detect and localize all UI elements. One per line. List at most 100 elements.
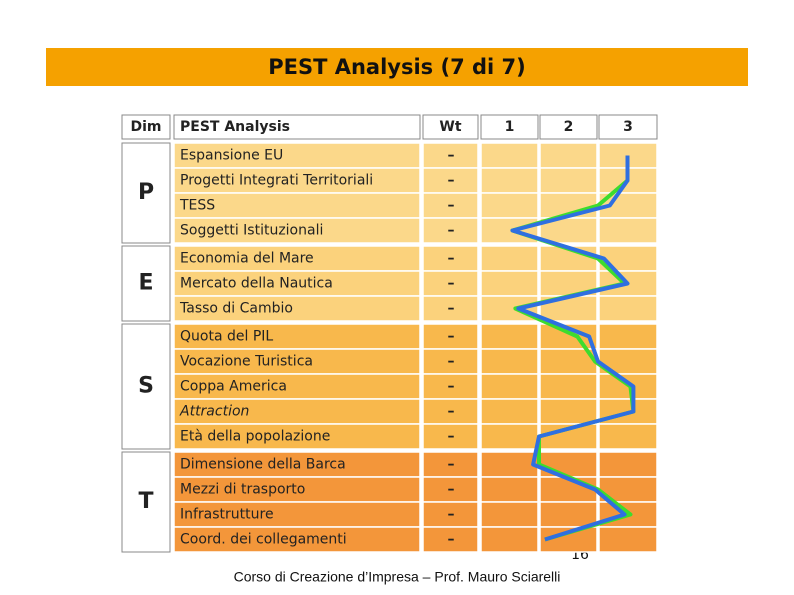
table-cell <box>422 270 479 297</box>
weight: – <box>448 223 455 239</box>
table-cell <box>480 270 539 297</box>
factor: TESS <box>179 198 215 214</box>
table-cell <box>539 373 598 400</box>
table-cell <box>173 217 421 244</box>
table-cell <box>480 398 539 425</box>
table-cell <box>173 245 421 272</box>
title-bar <box>46 48 748 86</box>
table-cell <box>598 526 658 553</box>
table-cell <box>173 451 421 478</box>
table-cell <box>480 501 539 528</box>
factor: Coppa America <box>180 379 287 395</box>
table-cell <box>539 451 598 478</box>
weight: – <box>448 173 455 189</box>
table-cell <box>598 323 658 350</box>
footer: Corso di Creazione d’Impresa – Prof. Mau… <box>234 569 561 585</box>
table-cell <box>422 423 479 450</box>
factor: Coord. dei collegamenti <box>180 532 347 548</box>
header-cell <box>173 114 421 140</box>
header-label: 2 <box>564 119 574 135</box>
weight: – <box>448 198 455 214</box>
table-cell <box>422 451 479 478</box>
table-cell <box>598 295 658 322</box>
table-cell <box>480 348 539 375</box>
table-cell <box>422 295 479 322</box>
header-label: Dim <box>130 119 161 135</box>
weight: – <box>448 329 455 345</box>
table-cell <box>539 423 598 450</box>
dim-label: P <box>138 180 154 205</box>
factor: Dimensione della Barca <box>180 457 346 473</box>
factor: Mezzi di trasporto <box>180 482 305 498</box>
table-cell <box>480 217 539 244</box>
header-label: PEST Analysis <box>180 119 290 135</box>
factor: Progetti Integrati Territoriali <box>180 173 373 189</box>
weight: – <box>448 354 455 370</box>
table-cell <box>480 323 539 350</box>
table-cell <box>598 217 658 244</box>
factor: Mercato della Nautica <box>180 276 333 292</box>
weight: – <box>448 532 455 548</box>
table-cell <box>480 142 539 169</box>
weight: – <box>448 276 455 292</box>
factor: Tasso di Cambio <box>179 301 293 317</box>
weight: – <box>448 404 455 420</box>
factor: Vocazione Turistica <box>180 354 313 370</box>
table-cell <box>173 295 421 322</box>
factor: Età della popolazione <box>180 429 330 445</box>
table-cell <box>480 245 539 272</box>
dim-label: T <box>138 489 153 514</box>
table-cell <box>539 142 598 169</box>
table-cell <box>422 167 479 194</box>
score-line <box>510 155 636 542</box>
weight: – <box>448 429 455 445</box>
header-label: 1 <box>505 119 515 135</box>
table-cell <box>173 501 421 528</box>
table-cell <box>480 451 539 478</box>
table-cell <box>598 423 658 450</box>
table-cell <box>422 217 479 244</box>
weight: – <box>448 379 455 395</box>
table-cell <box>480 476 539 503</box>
header-cell <box>480 114 539 140</box>
table-cell <box>480 192 539 219</box>
factor: Economia del Mare <box>180 251 314 267</box>
table-cell <box>422 142 479 169</box>
table-cell <box>539 167 598 194</box>
weight: – <box>448 482 455 498</box>
factor: Infrastrutture <box>180 507 274 523</box>
factor: Quota del PIL <box>180 329 273 345</box>
table-cell <box>422 526 479 553</box>
table-cell <box>539 501 598 528</box>
weight: – <box>448 457 455 473</box>
dim-cell <box>121 245 171 322</box>
table-cell <box>480 167 539 194</box>
table-cell <box>173 192 421 219</box>
header-label: 3 <box>623 119 633 135</box>
factor: Soggetti Istituzionali <box>180 223 323 239</box>
table-cell <box>480 295 539 322</box>
table-cell <box>173 348 421 375</box>
slide-title: PEST Analysis (7 di 7) <box>268 55 526 79</box>
table-cell <box>173 323 421 350</box>
table-cell <box>173 526 421 553</box>
table-cell <box>422 323 479 350</box>
weight: – <box>448 251 455 267</box>
header-cell <box>121 114 171 140</box>
table-cell <box>480 423 539 450</box>
table-cell <box>173 423 421 450</box>
weight: – <box>448 301 455 317</box>
header-cell <box>422 114 479 140</box>
header-label: Wt <box>439 119 461 135</box>
weight: – <box>448 148 455 164</box>
dim-label: S <box>138 374 154 399</box>
table-cell <box>598 451 658 478</box>
table-cell <box>173 270 421 297</box>
table-cell <box>480 373 539 400</box>
weight: – <box>448 507 455 523</box>
table-cell <box>422 476 479 503</box>
dim-cell <box>121 451 171 553</box>
header-cell <box>539 114 598 140</box>
